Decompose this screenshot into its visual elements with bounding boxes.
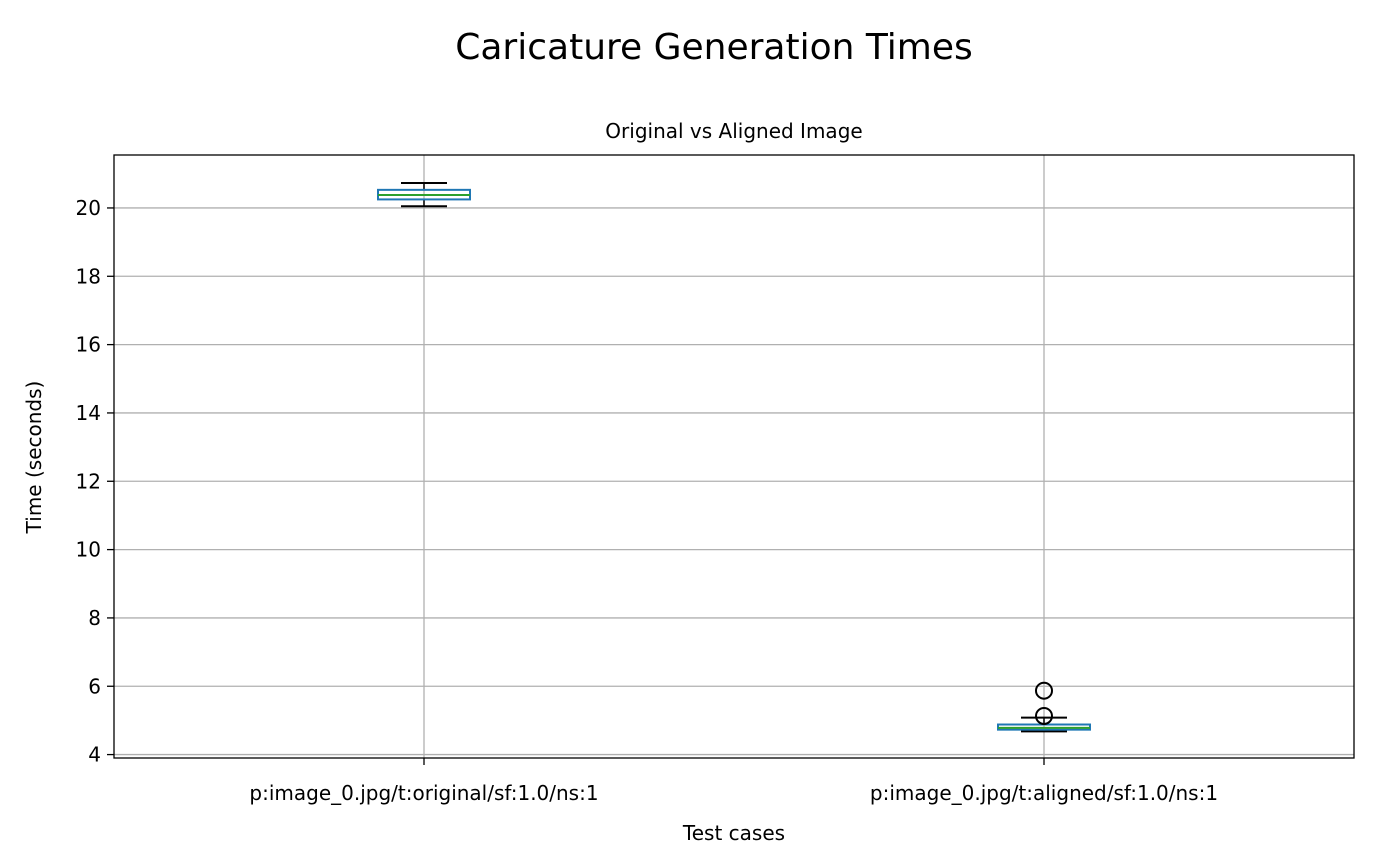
- y-tick-label: 8: [88, 606, 101, 630]
- y-tick-label: 14: [76, 401, 101, 425]
- chart-suptitle: Caricature Generation Times: [455, 27, 973, 68]
- chart-title: Original vs Aligned Image: [605, 119, 862, 143]
- box-group: [997, 681, 1091, 733]
- y-tick-label: 10: [76, 538, 101, 562]
- x-axis-label: Test cases: [682, 821, 785, 845]
- y-tick-label: 12: [76, 469, 101, 493]
- outlier-point: [1035, 706, 1053, 725]
- y-tick-label: 20: [76, 196, 101, 220]
- plot-frame: [113, 154, 1355, 759]
- tick-layer: 4 6 8 10 12 14 16 18 20 p:image_0.jpg/t:original/…: [76, 196, 1219, 805]
- grid-layer: [114, 155, 1354, 758]
- y-tick-label: 6: [88, 674, 101, 698]
- y-tick-label: 16: [76, 333, 101, 357]
- y-tick-label: 18: [76, 264, 101, 288]
- box-group: [377, 182, 471, 208]
- y-axis-label: Time (seconds): [22, 381, 46, 535]
- x-tick-label: p:image_0.jpg/t:original/sf:1.0/ns:1: [249, 781, 598, 805]
- y-tick-label: 4: [88, 743, 101, 767]
- box-layer: [377, 182, 1091, 733]
- x-tick-label: p:image_0.jpg/t:aligned/sf:1.0/ns:1: [870, 781, 1218, 805]
- outlier-point: [1035, 681, 1053, 700]
